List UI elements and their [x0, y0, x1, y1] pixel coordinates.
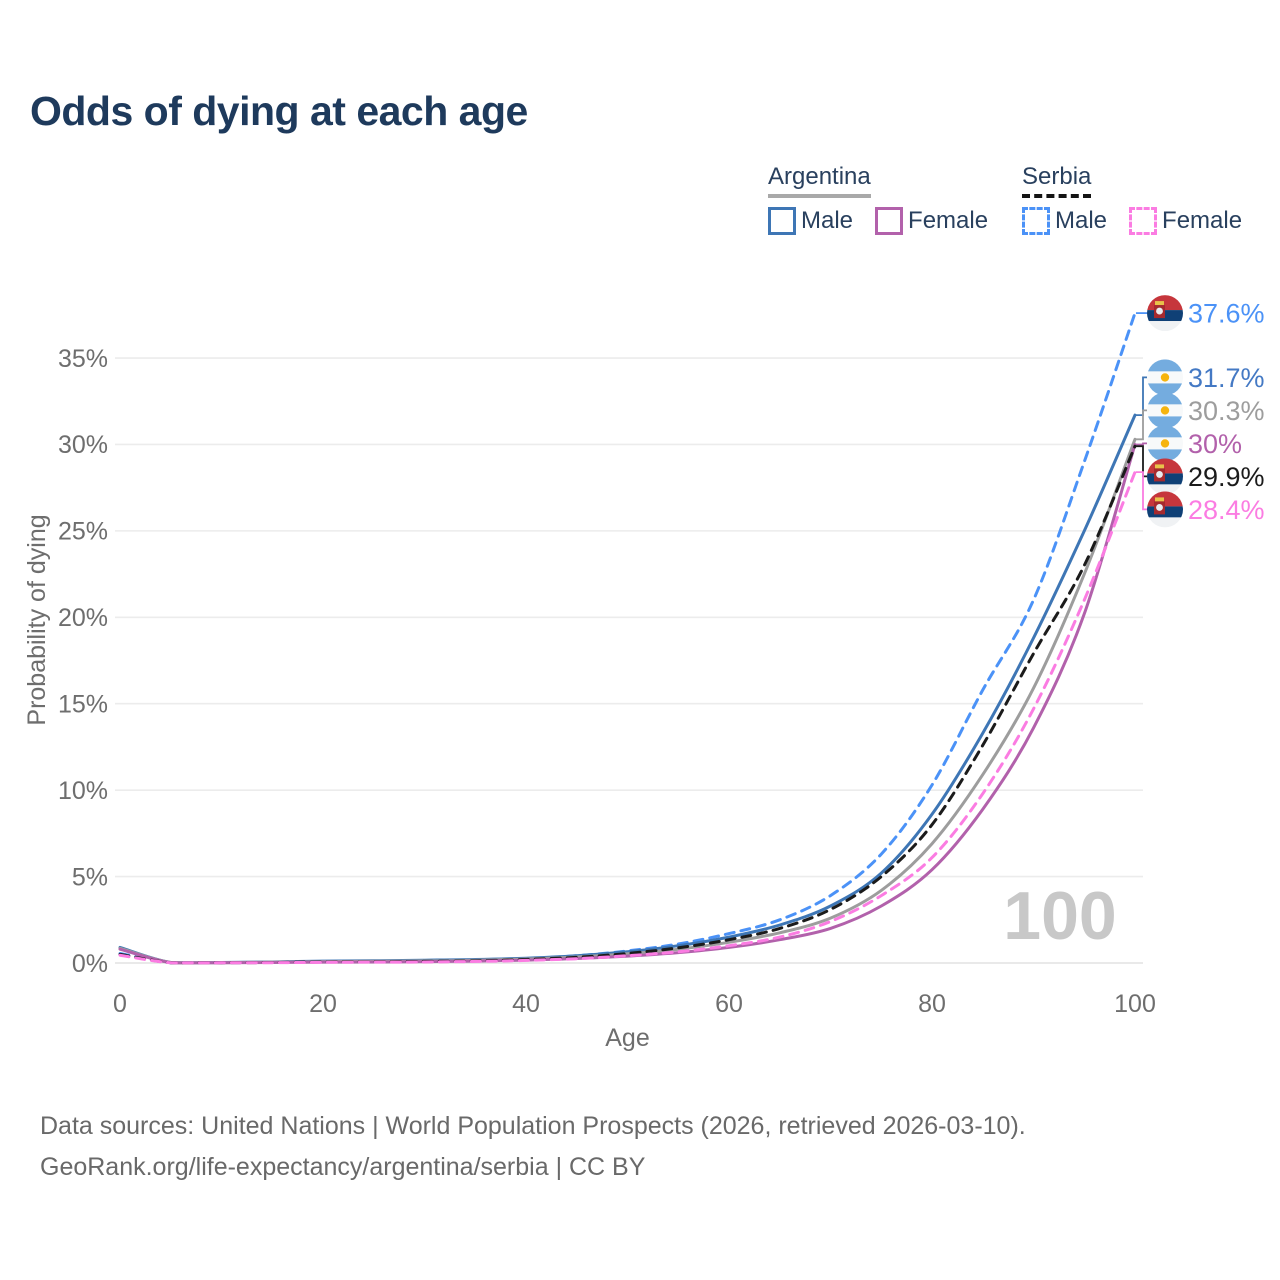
footer-attribution-line: GeoRank.org/life-expectancy/argentina/se…: [40, 1153, 646, 1181]
flag-icon-argentina: [1147, 425, 1183, 462]
x-tick-label: 60: [715, 990, 743, 1018]
legend-swatch-icon: [1129, 207, 1158, 235]
legend-items-row: Male Female: [1022, 207, 1264, 235]
legend-item-label: Female: [1162, 207, 1243, 234]
legend-group-title-serbia: Serbia: [1022, 163, 1092, 198]
x-tick-label: 100: [1114, 990, 1156, 1018]
y-tick-label: 25%: [58, 518, 108, 546]
end-label-leader-line: [1136, 445, 1147, 478]
legend-swatch-icon: [1022, 207, 1050, 235]
end-label-value: 28.4%: [1188, 495, 1265, 525]
flag-icon-serbia: [1147, 458, 1183, 495]
legend-item-serbia-male[interactable]: Male: [1022, 207, 1107, 235]
y-tick-label: 20%: [58, 604, 108, 632]
legend-group-argentina: Argentina Male Female: [768, 163, 1010, 235]
end-label-leader-line: [1136, 376, 1147, 416]
legend-item-label: Male: [801, 207, 854, 234]
legend-item-serbia-female[interactable]: Female: [1129, 207, 1242, 235]
age-watermark: 100: [1003, 878, 1116, 954]
x-tick-label: 0: [113, 990, 127, 1018]
end-label-value: 29.9%: [1188, 462, 1265, 492]
legend-item-label: Male: [1055, 207, 1108, 234]
end-label-value: 30.3%: [1188, 396, 1265, 426]
x-axis-title: Age: [605, 1024, 649, 1052]
series-line-argentina-both-sexes: [118, 437, 1137, 965]
y-tick-label: 30%: [58, 431, 108, 459]
legend-swatch-icon: [768, 207, 796, 235]
flag-icon-serbia: [1147, 295, 1183, 332]
end-label-value: 30%: [1188, 429, 1242, 459]
x-tick-label: 40: [512, 990, 540, 1018]
end-label-value: 31.7%: [1188, 363, 1265, 393]
series-line-serbia-male: [118, 311, 1137, 965]
footer-source-line: Data sources: United Nations | World Pop…: [40, 1112, 1026, 1140]
legend-swatch-icon: [875, 207, 904, 235]
end-label-value: 37.6%: [1188, 299, 1265, 329]
x-tick-label: 80: [918, 990, 946, 1018]
legend-group-title-argentina: Argentina: [768, 163, 871, 198]
end-label-leader-line: [1136, 442, 1147, 446]
x-tick-label: 20: [309, 990, 337, 1018]
legend-item-argentina-male[interactable]: Male: [768, 207, 853, 235]
end-label-leader-line: [1136, 471, 1147, 511]
y-tick-label: 35%: [58, 345, 108, 373]
y-axis-title: Probability of dying: [23, 514, 51, 725]
chart[interactable]: 0% 5% 10% 15% 20% 25% 30% 35% 0 20 40 60 80 100 Age Pro…: [0, 270, 1280, 1080]
legend-group-serbia: Serbia Male Female: [1022, 163, 1264, 235]
y-tick-label: 10%: [58, 777, 108, 805]
legend: Argentina Male Female Serbia Male Female: [0, 163, 1280, 243]
y-tick-label: 15%: [58, 690, 108, 718]
flag-icon-serbia: [1147, 491, 1183, 528]
page-title: Odds of dying at each age: [30, 88, 528, 134]
legend-item-argentina-female[interactable]: Female: [875, 207, 988, 235]
legend-item-label: Female: [908, 207, 989, 234]
flag-icon-argentina: [1147, 359, 1183, 396]
y-tick-label: 0%: [72, 950, 108, 978]
legend-items-row: Male Female: [768, 207, 1010, 235]
chart-svg[interactable]: 0% 5% 10% 15% 20% 25% 30% 35% 0 20 40 60 80 100 Age Pro…: [0, 270, 1280, 1080]
end-label-leader-line: [1136, 409, 1147, 441]
flag-icon-argentina: [1147, 392, 1183, 429]
y-tick-label: 5%: [72, 863, 108, 891]
series-line-serbia-female: [118, 470, 1137, 965]
footer: Data sources: United Nations | World Pop…: [40, 1106, 1026, 1188]
